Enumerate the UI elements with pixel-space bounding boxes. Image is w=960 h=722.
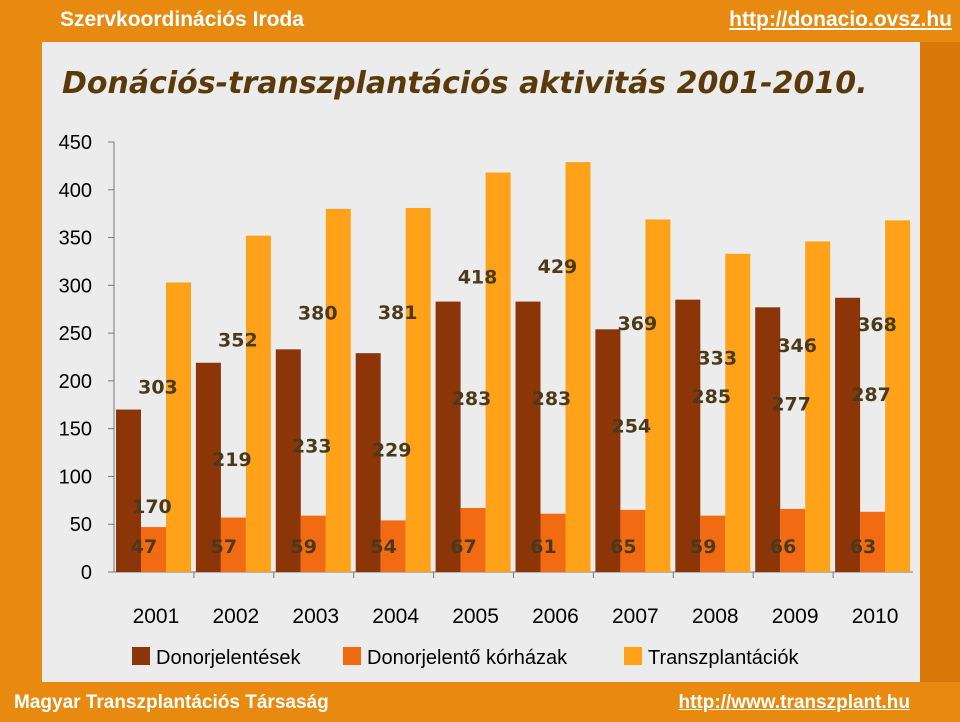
data-label-donorjelentesek: 283 xyxy=(452,388,492,410)
y-tick-label: 400 xyxy=(59,180,92,202)
data-label-donorjelentesek: 219 xyxy=(212,449,252,471)
x-tick-label: 2006 xyxy=(532,605,579,628)
x-tick-label: 2005 xyxy=(452,605,499,628)
chart-title: Donációs-transzplantációs aktivitás 2001… xyxy=(62,66,867,101)
y-tick-label: 350 xyxy=(59,228,92,250)
axes: 0 50 100 150 200 250 300 350 400 450 2001 2002 2003 2… xyxy=(59,132,913,628)
data-labels: 170 47 303 219 57 352 233 59 380 229 54 381 283 67 418… xyxy=(131,256,897,558)
data-label-transzplantaciok: 418 xyxy=(458,266,498,288)
data-label-donorjelentesek: 233 xyxy=(292,436,332,458)
data-label-donorjelentesek: 283 xyxy=(532,388,572,410)
x-tick-label: 2001 xyxy=(133,605,180,628)
bar-1 xyxy=(675,299,701,572)
data-label-korhazak: 63 xyxy=(850,536,876,558)
y-tick-label: 200 xyxy=(59,371,92,393)
legend-swatch-2 xyxy=(343,647,361,665)
bar-2 xyxy=(300,515,326,572)
bar-1 xyxy=(355,353,381,572)
bar-1 xyxy=(116,409,141,572)
bar-2 xyxy=(620,509,646,572)
bar-3 xyxy=(485,172,511,573)
data-label-transzplantaciok: 429 xyxy=(538,256,578,278)
bar-2 xyxy=(860,511,886,572)
data-label-donorjelentesek: 229 xyxy=(372,439,412,461)
y-tick-label: 0 xyxy=(81,562,92,584)
y-tick-label: 100 xyxy=(59,466,92,488)
data-label-transzplantaciok: 380 xyxy=(298,303,338,325)
x-tick-label: 2002 xyxy=(212,605,259,628)
header-bar: Szervkoordinációs Iroda http://donacio.o… xyxy=(0,0,960,42)
x-tick-label: 2007 xyxy=(612,605,659,628)
y-tick-label: 450 xyxy=(59,132,92,154)
data-label-korhazak: 66 xyxy=(770,536,796,558)
bar-1 xyxy=(275,349,301,572)
bar-2 xyxy=(540,513,566,572)
data-label-korhazak: 61 xyxy=(530,536,556,558)
bar-3 xyxy=(725,253,751,573)
data-label-transzplantaciok: 303 xyxy=(138,376,178,398)
bar-3 xyxy=(405,207,431,572)
data-label-transzplantaciok: 381 xyxy=(378,302,418,324)
x-tick-label: 2004 xyxy=(372,605,419,628)
bar-3 xyxy=(565,162,591,573)
bar-2 xyxy=(141,527,166,572)
bar-2 xyxy=(220,517,246,572)
data-label-donorjelentesek: 277 xyxy=(771,394,811,416)
bar-1 xyxy=(755,307,781,572)
y-tick-label: 50 xyxy=(70,514,92,536)
y-tick-label: 250 xyxy=(59,323,92,345)
data-label-donorjelentesek: 285 xyxy=(691,386,731,408)
data-label-korhazak: 67 xyxy=(450,536,476,558)
bar-1 xyxy=(435,301,461,572)
data-label-korhazak: 57 xyxy=(211,536,237,558)
bar-3 xyxy=(166,282,191,572)
data-label-transzplantaciok: 346 xyxy=(777,335,817,357)
data-label-transzplantaciok: 352 xyxy=(218,329,258,351)
data-label-korhazak: 59 xyxy=(291,536,317,558)
legend-swatch-1 xyxy=(132,647,150,665)
y-tick-label: 150 xyxy=(59,419,92,441)
y-tick-label: 300 xyxy=(59,275,92,297)
legend-label-3: Transzplantációk xyxy=(648,647,799,669)
footer-organization: Magyar Transzplantációs Társaság xyxy=(14,692,329,713)
x-tick-label: 2008 xyxy=(692,605,739,628)
footer-link[interactable]: http://www.transzplant.hu xyxy=(678,692,911,713)
x-tick-label: 2010 xyxy=(852,605,899,628)
data-label-donorjelentesek: 254 xyxy=(612,415,652,437)
bar-1 xyxy=(515,301,541,572)
bar-3 xyxy=(645,219,671,572)
bar-1 xyxy=(835,297,861,572)
x-tick-label: 2009 xyxy=(772,605,819,628)
x-tick-label: 2003 xyxy=(292,605,339,628)
bar-1 xyxy=(595,329,621,572)
data-label-korhazak: 47 xyxy=(131,536,157,558)
bar-2 xyxy=(460,507,486,572)
data-label-korhazak: 65 xyxy=(610,536,636,558)
data-label-donorjelentesek: 287 xyxy=(851,384,891,406)
right-band xyxy=(920,42,960,682)
bars xyxy=(116,162,911,573)
bar-1 xyxy=(195,362,221,572)
data-label-korhazak: 54 xyxy=(370,536,396,558)
data-label-transzplantaciok: 369 xyxy=(618,313,658,335)
footer-bar: Magyar Transzplantációs Társaság http://… xyxy=(0,682,960,722)
header-organization: Szervkoordinációs Iroda xyxy=(60,8,304,31)
legend-label-1: Donorjelentések xyxy=(156,647,302,669)
data-label-donorjelentesek: 170 xyxy=(132,496,172,518)
legend: Donorjelentések Donorjelentő kórházak Tran… xyxy=(132,647,799,669)
legend-swatch-3 xyxy=(624,647,642,665)
bar-2 xyxy=(700,515,726,572)
legend-label-2: Donorjelentő kórházak xyxy=(367,647,568,669)
bar-2 xyxy=(780,508,806,572)
header-link[interactable]: http://donacio.ovsz.hu xyxy=(729,8,952,31)
data-label-korhazak: 59 xyxy=(690,536,716,558)
data-label-transzplantaciok: 368 xyxy=(857,314,897,336)
data-label-transzplantaciok: 333 xyxy=(697,348,737,370)
bar-3 xyxy=(245,235,271,572)
bar-2 xyxy=(380,520,406,572)
bar-3 xyxy=(325,208,351,572)
bar-3 xyxy=(885,220,911,572)
bar-3 xyxy=(805,241,831,572)
